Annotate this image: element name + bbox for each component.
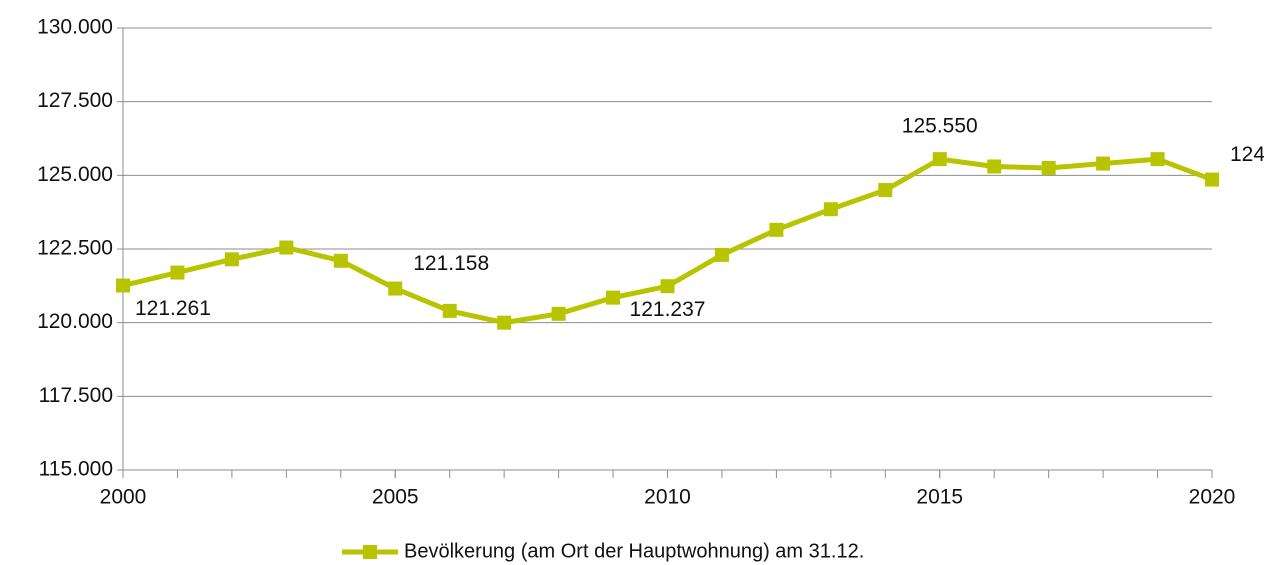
point-marker [224, 252, 239, 267]
x-tick-label: 2020 [1189, 486, 1236, 509]
x-tick-label: 2000 [100, 486, 147, 509]
legend-label: Bevölkerung (am Ort der Hauptwohnung) am… [404, 540, 864, 562]
point-marker [170, 265, 185, 280]
y-tick-label: 117.500 [39, 384, 113, 407]
point-marker [1205, 172, 1219, 187]
point-marker [333, 253, 348, 268]
point-marker [932, 152, 947, 167]
point-marker [279, 240, 294, 255]
y-tick-label: 130.000 [37, 16, 113, 39]
y-tick-label: 125.000 [37, 163, 113, 186]
point-marker [388, 281, 403, 296]
legend-marker [363, 545, 377, 559]
point-marker [987, 159, 1002, 174]
data-label: 121.158 [413, 252, 489, 275]
point-marker [116, 278, 130, 293]
point-marker [1096, 156, 1111, 171]
y-tick-label: 122.500 [37, 237, 113, 260]
point-marker [442, 303, 457, 318]
x-tick-label: 2015 [916, 486, 963, 509]
point-marker [823, 202, 838, 217]
y-tick-label: 120.000 [37, 310, 113, 333]
point-marker [497, 315, 512, 330]
point-marker [551, 306, 566, 321]
data-label: 125.550 [902, 115, 978, 138]
data-label: 121.261 [135, 297, 211, 320]
point-marker [1041, 160, 1056, 175]
point-marker [878, 183, 893, 198]
y-tick-label: 115.000 [39, 458, 113, 481]
point-marker [606, 290, 621, 305]
x-tick-label: 2010 [644, 486, 691, 509]
point-marker [714, 247, 729, 262]
point-marker [660, 279, 675, 294]
x-tick-label: 2005 [372, 486, 419, 509]
data-label: 124.856 [1230, 143, 1264, 166]
point-marker [769, 222, 784, 237]
data-label: 121.237 [630, 298, 706, 321]
y-tick-label: 127.500 [37, 89, 113, 112]
point-marker [1150, 152, 1165, 167]
